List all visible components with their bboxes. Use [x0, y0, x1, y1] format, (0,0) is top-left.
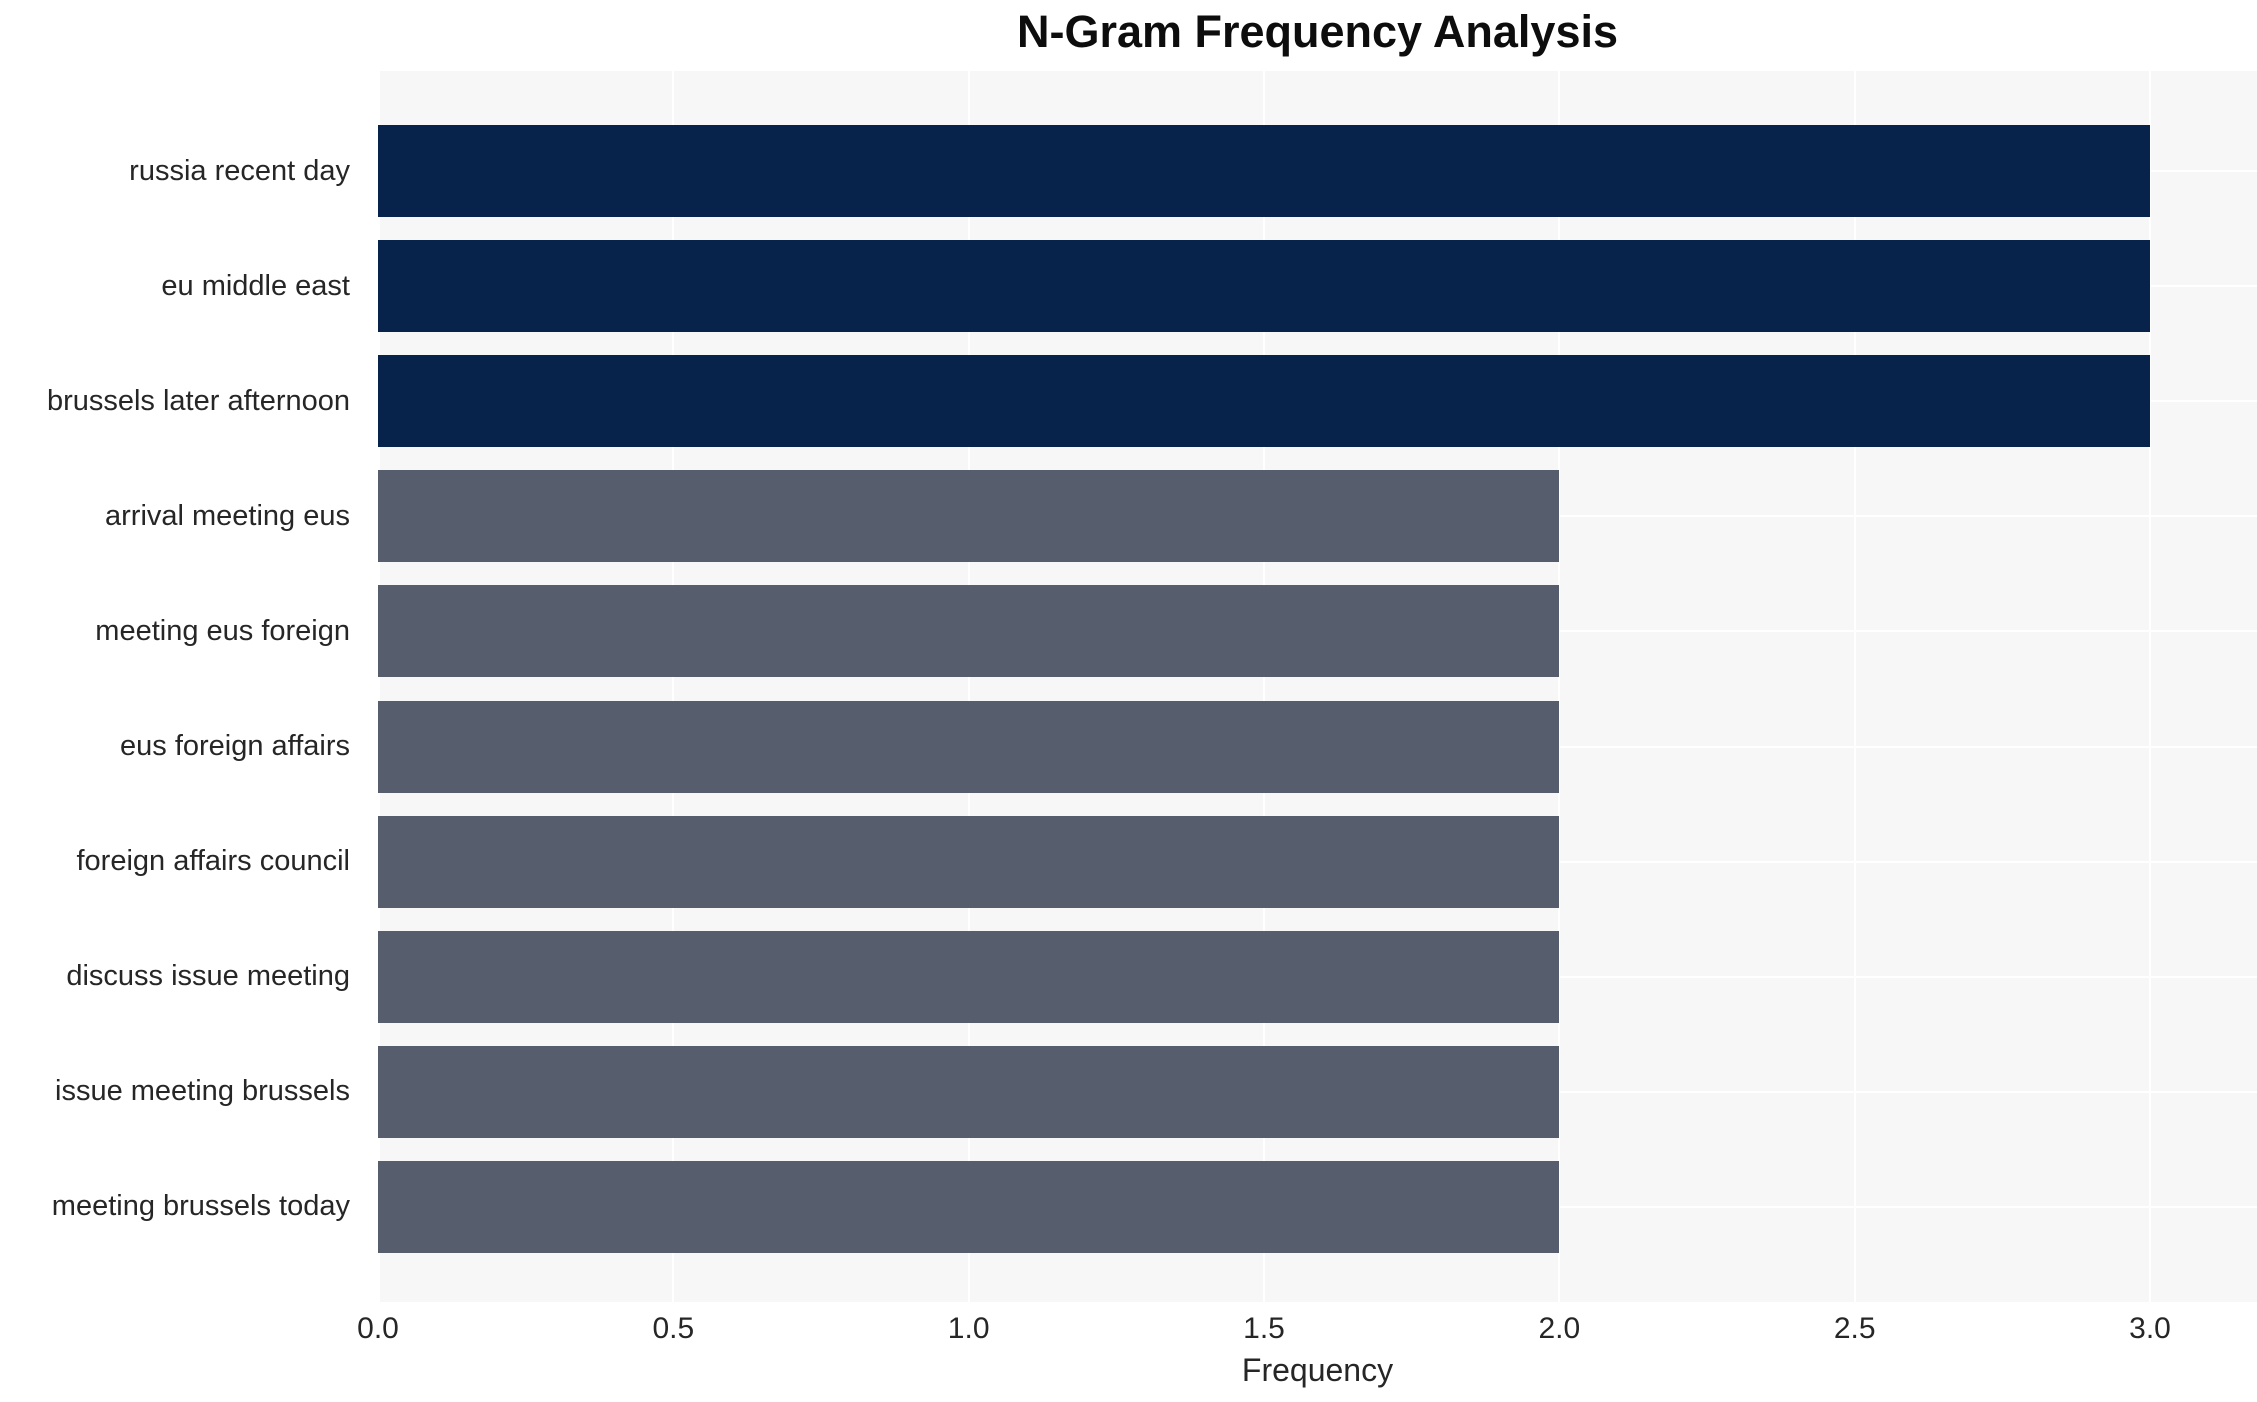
bar [378, 1160, 1560, 1253]
chart-title: N-Gram Frequency Analysis [1016, 6, 1619, 57]
gridline-vertical [378, 71, 380, 1302]
ytick-label: russia recent day [129, 154, 350, 187]
bar [378, 240, 2150, 333]
ytick-label: issue meeting brussels [55, 1075, 350, 1108]
gridline-vertical [1263, 71, 1265, 1302]
x-axis-title: Frequency [1241, 1352, 1394, 1388]
gridline-vertical [967, 71, 970, 1302]
xtick-label: 1.5 [1243, 1312, 1285, 1345]
ytick-label: arrival meeting eus [105, 499, 350, 532]
ytick-label: meeting brussels today [51, 1190, 350, 1223]
ytick-label: discuss issue meeting [66, 960, 350, 993]
bar [378, 585, 1560, 678]
gridline-vertical [672, 71, 675, 1302]
bar [378, 355, 2150, 448]
gridline-vertical [1853, 71, 1856, 1302]
bar [378, 815, 1560, 908]
xtick-label: 2.5 [1833, 1312, 1876, 1345]
ytick-label: eu middle east [161, 269, 350, 302]
xtick-label: 3.0 [2129, 1312, 2171, 1345]
xtick-label: 0.5 [652, 1312, 695, 1345]
bar [378, 470, 1560, 563]
bar [378, 125, 2150, 217]
xtick-label: 2.0 [1538, 1312, 1581, 1345]
xtick-label: 0.0 [357, 1312, 399, 1345]
ytick-label: eus foreign affairs [120, 730, 350, 762]
ytick-label: brussels later afternoon [46, 384, 350, 417]
ytick-label: meeting eus foreign [95, 614, 350, 647]
gridline-vertical [1558, 71, 1561, 1302]
ytick-label: foreign affairs council [76, 845, 350, 878]
plot-area [378, 71, 2257, 1302]
bar [378, 1045, 1560, 1138]
bar [378, 930, 1560, 1023]
gridline-vertical [2149, 71, 2151, 1302]
bar [378, 700, 1560, 793]
xtick-label: 1.0 [947, 1312, 990, 1345]
